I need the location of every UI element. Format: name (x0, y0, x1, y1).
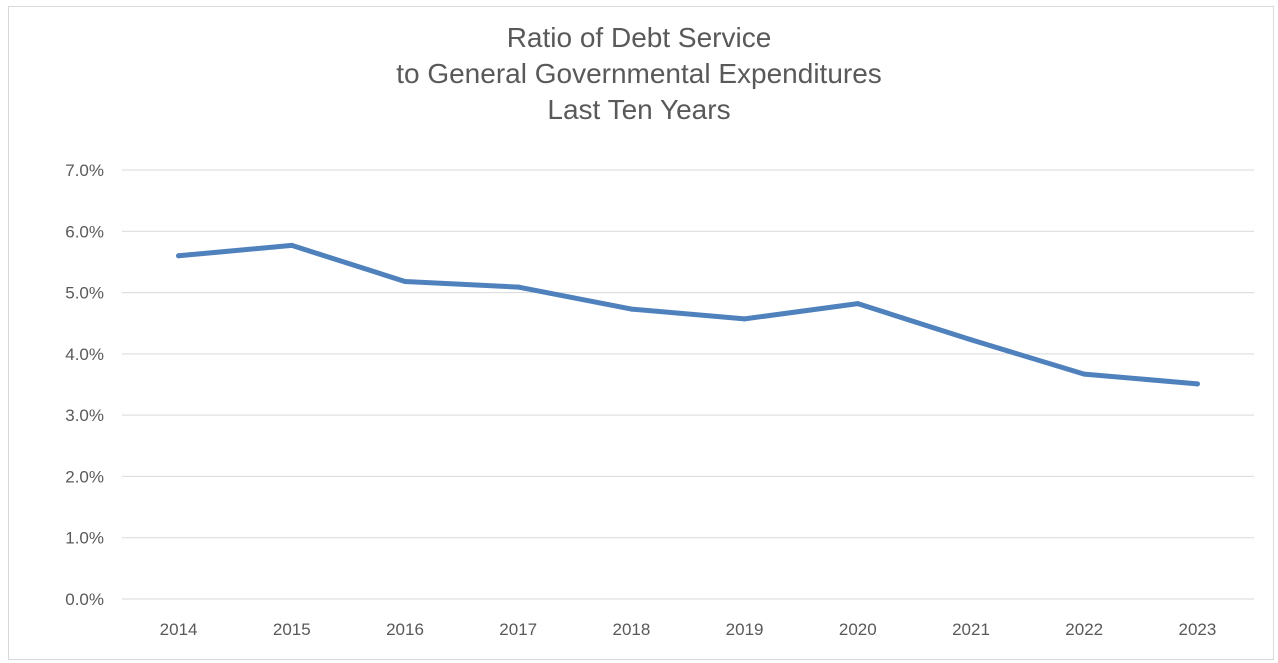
chart-title: Ratio of Debt Service to General Governm… (0, 20, 1278, 128)
data-point (628, 306, 634, 312)
chart-frame (8, 6, 1274, 660)
data-point (855, 301, 861, 307)
x-tick-label: 2016 (386, 620, 424, 639)
chart-title-line-3: Last Ten Years (547, 94, 731, 125)
data-point (1081, 371, 1087, 377)
x-tick-label: 2015 (273, 620, 311, 639)
data-point (968, 337, 974, 343)
data-point (289, 242, 295, 248)
y-tick-label: 5.0% (65, 284, 104, 303)
y-axis-ticks: 0.0% 1.0% 2.0% 3.0% 4.0% 5.0% 6.0% 7.0% (65, 161, 104, 609)
y-tick-label: 2.0% (65, 467, 104, 486)
x-tick-label: 2023 (1178, 620, 1216, 639)
x-tick-label: 2020 (839, 620, 877, 639)
y-tick-label: 6.0% (65, 222, 104, 241)
data-point (1194, 381, 1200, 387)
data-point (515, 284, 521, 290)
x-tick-label: 2019 (726, 620, 764, 639)
x-tick-label: 2014 (160, 620, 198, 639)
gridlines (122, 169, 1254, 600)
x-tick-label: 2018 (612, 620, 650, 639)
data-point (176, 253, 182, 259)
x-axis-ticks: 2014 2015 2016 2017 2018 2019 2020 2021 2022 2023 (160, 620, 1217, 639)
series-layer (176, 242, 1200, 387)
chart-title-line-2: to General Governmental Expenditures (396, 58, 882, 89)
x-tick-label: 2022 (1065, 620, 1103, 639)
y-tick-label: 3.0% (65, 406, 104, 425)
y-tick-label: 1.0% (65, 529, 104, 548)
data-point (402, 279, 408, 285)
data-point (742, 316, 748, 322)
y-tick-label: 0.0% (65, 590, 104, 609)
chart-title-line-1: Ratio of Debt Service (506, 22, 772, 53)
x-tick-label: 2021 (952, 620, 990, 639)
y-tick-label: 4.0% (65, 345, 104, 364)
y-tick-label: 7.0% (65, 161, 104, 180)
series-line (176, 242, 1200, 387)
x-tick-label: 2017 (499, 620, 537, 639)
